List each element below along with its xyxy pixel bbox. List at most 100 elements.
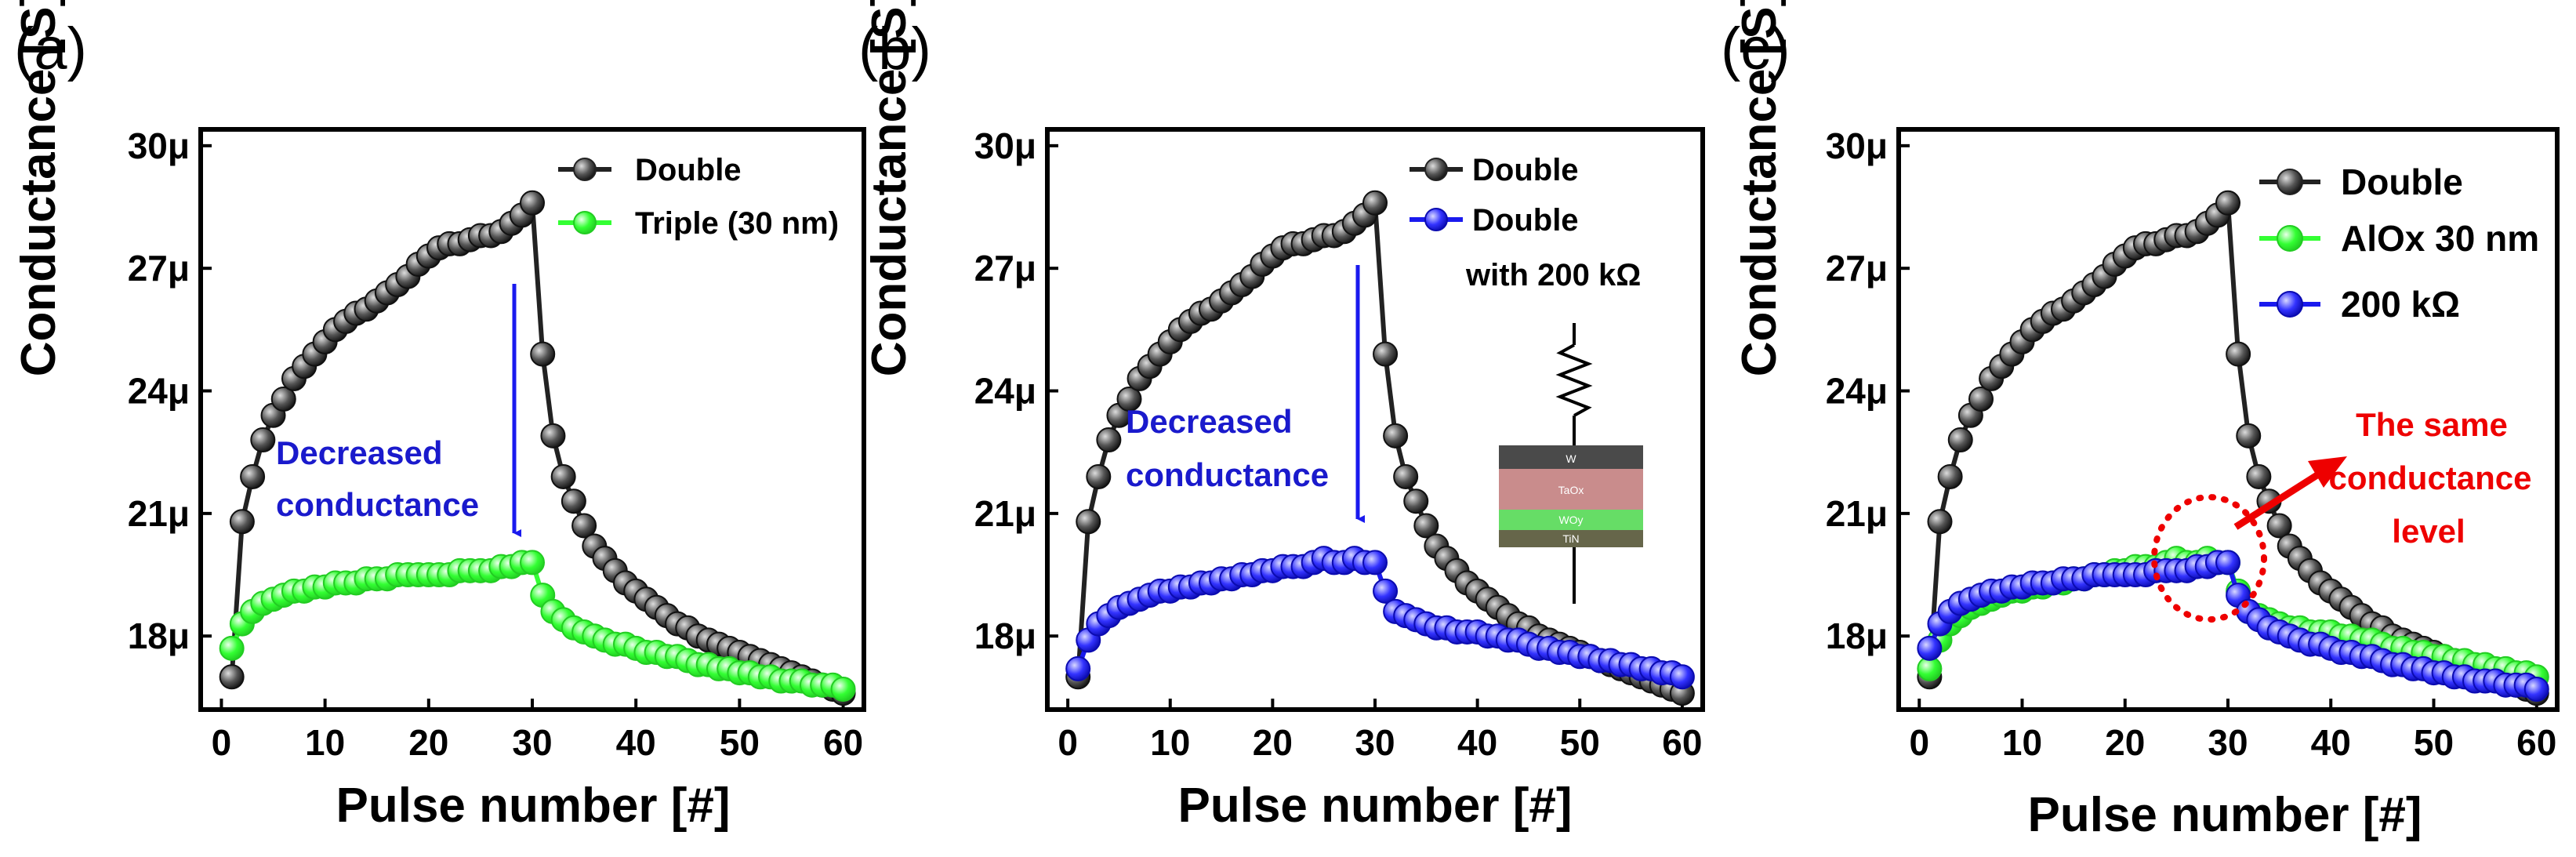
x-tick-label-c-20: 20 <box>2105 722 2145 763</box>
legend-label-resistor-b: Double <box>1472 203 1579 238</box>
y-tick-label-c-24: 24μ <box>1826 371 1888 412</box>
legend-label-triple-a: Triple (30 nm) <box>635 206 839 241</box>
legend-label-double-c: Double <box>2341 162 2463 202</box>
annotation-decreased-b: Decreased <box>1126 403 1292 440</box>
y-axis-label-a: Conductance [S] <box>12 0 66 376</box>
x-tick-label-a-20: 20 <box>408 722 448 763</box>
y-tick-label-a-21: 21μ <box>128 493 190 534</box>
highlight-circle-c <box>2151 494 2267 623</box>
inset-label-tin: TiN <box>1562 532 1579 545</box>
inset-layer-taox <box>1499 469 1643 510</box>
y-tick-label-b-21: 21μ <box>974 493 1036 534</box>
legend-label-alox-c: AlOx 30 nm <box>2341 218 2539 259</box>
data-point-c-double-3 <box>1937 463 1963 489</box>
highlight-arrow-c <box>2233 469 2324 530</box>
data-point-b-double-with-200-k-60 <box>1669 664 1695 690</box>
inset-layer-woy <box>1499 510 1643 530</box>
legend-a: Double Triple (30 nm) <box>558 153 839 241</box>
data-point-b-double-3 <box>1086 463 1112 489</box>
panel-c: (c) Conductance [S] Pulse number [#] 0 10… <box>1721 0 2560 842</box>
x-tick-label-b-0: 0 <box>1058 722 1078 763</box>
data-point-b-double-2 <box>1076 509 1101 535</box>
legend-label-resistor-sub-b: with 200 kΩ <box>1465 258 1641 292</box>
data-point-c-double-33 <box>2246 463 2272 489</box>
y-tick-label-c-30: 30μ <box>1826 125 1888 166</box>
data-point-c-double-4 <box>1947 427 1973 453</box>
y-tick-label-a-27: 27μ <box>128 248 190 289</box>
x-tick-label-a-60: 60 <box>823 722 863 763</box>
y-tick-label-b-27: 27μ <box>974 248 1036 289</box>
y-axis-label-c: Conductance [S] <box>1732 0 1787 376</box>
x-tick-label-c-10: 10 <box>2002 722 2042 763</box>
panel-b: (b) Conductance [S] Pulse number [#] 0 10… <box>858 0 1705 833</box>
data-point-c-double-31 <box>2226 341 2251 367</box>
inset-layer-w <box>1499 445 1643 469</box>
data-point-a-double-31 <box>530 341 556 367</box>
y-tick-label-c-21: 21μ <box>1826 493 1888 534</box>
data-point-c-double-6 <box>1968 386 1994 412</box>
data-point-b-double-with-200-k-1 <box>1065 655 1091 681</box>
data-point-a-double-4 <box>250 427 276 453</box>
x-tick-label-a-10: 10 <box>305 722 345 763</box>
x-tick-label-a-0: 0 <box>212 722 232 763</box>
data-point-b-double-with-200-k-31 <box>1373 578 1399 604</box>
legend-label-resistor-c: 200 kΩ <box>2341 284 2460 325</box>
plot-area-b: 0 10 20 30 40 50 60 18μ 21μ 24μ 27μ 30μ <box>974 125 1705 763</box>
panel-label-b: (b) <box>858 16 931 82</box>
data-point-b-double-31 <box>1373 341 1399 367</box>
x-tick-label-b-60: 60 <box>1662 722 1702 763</box>
data-point-a-triple-30-nm-60 <box>830 676 856 702</box>
data-point-c-double-32 <box>2236 423 2262 448</box>
y-tick-label-a-18: 18μ <box>128 616 190 656</box>
legend-marker-resistor-b <box>1424 208 1448 231</box>
annotation-conductance-c: conductance <box>2328 459 2531 496</box>
inset-label-w: W <box>1566 452 1576 465</box>
x-axis-label-b: Pulse number [#] <box>1178 779 1573 833</box>
data-point-b-double-6 <box>1116 386 1142 412</box>
data-point-a-double-2 <box>229 509 255 535</box>
y-tick-label-a-30: 30μ <box>128 125 190 166</box>
panel-label-a: (a) <box>14 16 87 82</box>
data-point-b-double-32 <box>1383 423 1409 448</box>
annotation-same-c: The same <box>2356 406 2508 443</box>
data-point-b-double-4 <box>1096 427 1122 453</box>
legend-marker-double-a <box>573 158 597 181</box>
x-tick-label-c-0: 0 <box>1909 722 1929 763</box>
data-point-c-double-30 <box>2215 190 2240 216</box>
y-tick-label-a-24: 24μ <box>128 371 190 412</box>
x-tick-label-a-40: 40 <box>616 722 656 763</box>
series-line-c-double <box>1927 197 2538 695</box>
x-tick-label-b-30: 30 <box>1355 722 1395 763</box>
data-point-a-double-3 <box>240 463 266 489</box>
data-point-b-double-33 <box>1393 463 1419 489</box>
y-axis-label-b: Conductance [S] <box>862 0 916 376</box>
legend-label-double-a: Double <box>635 153 742 187</box>
y-tick-label-b-30: 30μ <box>974 125 1036 166</box>
inset-layer-tin <box>1499 530 1643 547</box>
y-tick-label-b-24: 24μ <box>974 371 1036 412</box>
x-tick-label-b-10: 10 <box>1150 722 1190 763</box>
plot-area-c: 0 10 20 30 40 50 60 18μ 21μ 24μ 27μ 30μ <box>1826 125 2560 763</box>
annotation-level-c: level <box>2392 513 2465 550</box>
y-tick-label-b-18: 18μ <box>974 616 1036 656</box>
data-point-b-double-30 <box>1362 190 1388 216</box>
data-point-b-double-34 <box>1403 488 1429 514</box>
x-tick-label-c-60: 60 <box>2516 722 2556 763</box>
inset-label-woy: WOy <box>1558 514 1583 526</box>
data-point-a-double-32 <box>540 423 566 448</box>
annotation-conductance-a: conductance <box>276 486 479 523</box>
legend-marker-resistor-c <box>2277 291 2303 318</box>
data-point-a-double-30 <box>520 190 545 216</box>
data-point-c-200-k-60 <box>2523 676 2549 702</box>
data-point-a-triple-30-nm-30 <box>520 550 545 576</box>
data-point-a-double-1 <box>219 664 245 690</box>
x-tick-label-b-40: 40 <box>1457 722 1497 763</box>
data-point-c-double-2 <box>1927 509 1953 535</box>
plot-area-a: 0 10 20 30 40 50 60 18μ 21μ 24μ 27μ 30μ <box>128 125 866 763</box>
legend-marker-double-c <box>2277 169 2303 195</box>
x-tick-label-b-20: 20 <box>1253 722 1293 763</box>
legend-label-double-b: Double <box>1472 153 1579 187</box>
data-point-a-double-33 <box>550 463 576 489</box>
data-point-a-double-35 <box>571 513 597 539</box>
